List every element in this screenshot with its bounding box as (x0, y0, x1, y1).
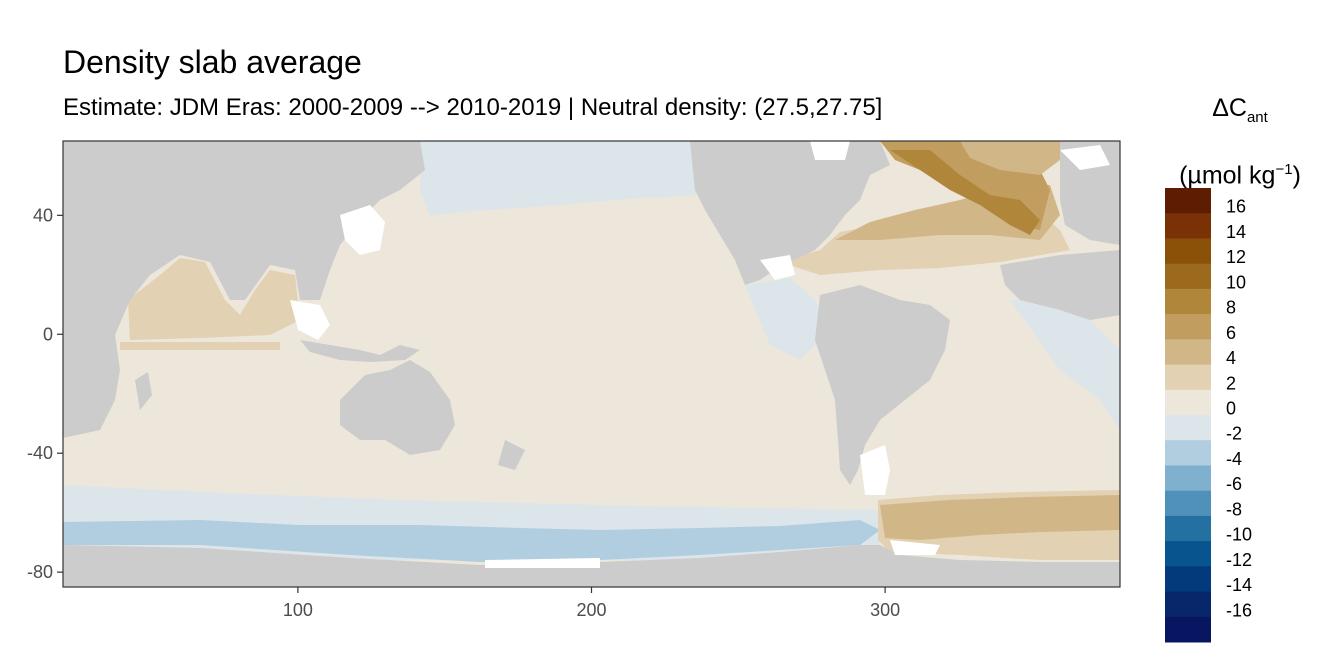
no-data-ross (485, 558, 600, 568)
legend-label: 16 (1226, 197, 1246, 217)
legend-colorbar: 16 14 12 10 8 6 4 2 0 -2 -4 -6 -8 -10 -12 -14 -16 (1165, 188, 1252, 643)
no-data (290, 141, 1110, 568)
legend-title-symbol: ΔC (1212, 94, 1247, 122)
no-data-east-asia (340, 205, 385, 255)
land-australia (340, 360, 455, 455)
legend-unit: (µmol kg (1179, 161, 1276, 190)
legend-label: -2 (1226, 424, 1242, 444)
legend-label: 10 (1226, 272, 1246, 292)
no-data-gulf (760, 255, 795, 280)
south-atlantic-core (880, 495, 1120, 540)
legend-swatch (1165, 415, 1211, 441)
legend-label: -14 (1226, 575, 1252, 595)
legend-label: 14 (1226, 222, 1246, 242)
south-atlantic-patch (1010, 300, 1120, 430)
legend-swatch (1165, 188, 1211, 214)
land-africa-west (63, 141, 425, 438)
legend-swatch (1165, 490, 1211, 517)
legend-title-subscript: ant (1246, 109, 1268, 126)
legend-swatch (1165, 213, 1211, 239)
x-tick-label: 100 (283, 600, 313, 620)
y-tick-label: 0 (43, 324, 53, 344)
legend-swatch (1165, 515, 1211, 542)
y-axis: 40 0 -40 -80 (27, 205, 63, 582)
legend-swatch (1165, 238, 1211, 265)
y-tick-label: -40 (27, 443, 53, 463)
land-madagascar (135, 372, 152, 410)
legend-label: -4 (1226, 449, 1242, 469)
legend-label: 6 (1226, 323, 1236, 343)
legend-swatch (1165, 465, 1211, 492)
no-data-arctic (1060, 145, 1110, 170)
legend-label: -6 (1226, 474, 1242, 494)
legend-label: -16 (1226, 600, 1252, 620)
no-data-maritime (290, 300, 330, 340)
legend-unit-superscript: −1 (1275, 161, 1293, 178)
legend-label: 2 (1226, 373, 1236, 393)
land-africa-east (1000, 250, 1120, 320)
legend-swatch (1165, 440, 1211, 466)
labrador-band (960, 141, 1060, 175)
legend-label: 8 (1226, 298, 1236, 318)
chart-subtitle: Estimate: JDM Eras: 2000-2009 --> 2010-2… (63, 94, 883, 121)
legend-swatch (1165, 263, 1211, 290)
no-data-hudson (810, 141, 850, 160)
legend-label: -12 (1226, 550, 1252, 570)
legend-swatch (1165, 566, 1211, 593)
north-atlantic-core (890, 150, 1040, 235)
legend-swatch (1165, 389, 1211, 416)
legend-swatch (1165, 591, 1211, 618)
chart-title: Density slab average (63, 44, 362, 80)
legend-swatch (1165, 616, 1211, 643)
legend-swatch (1165, 288, 1211, 315)
land-south-america (815, 285, 950, 485)
legend-label: 0 (1226, 399, 1236, 419)
eastern-pacific-patch (745, 278, 830, 360)
legend-swatch (1165, 541, 1211, 567)
map-panel (63, 141, 1120, 587)
x-tick-label: 300 (870, 600, 900, 620)
legend-swatch (1165, 364, 1211, 391)
legend-swatch (1165, 339, 1211, 366)
land-north-america (690, 141, 890, 285)
y-tick-label: -80 (27, 562, 53, 582)
legend-label: 4 (1226, 348, 1236, 368)
land-new-zealand (498, 440, 525, 470)
no-data-weddell-shelf (890, 540, 940, 555)
legend-unit-close: ) (1292, 161, 1301, 190)
legend-swatch (1165, 314, 1211, 340)
no-data-weddell (860, 445, 890, 495)
north-pacific-subpolar (420, 141, 700, 216)
legend-label: -8 (1226, 499, 1242, 519)
legend-label: -10 (1226, 525, 1252, 545)
land-indonesia (300, 340, 420, 362)
indian-ocean-north (128, 258, 300, 340)
southern-ocean-band (63, 520, 880, 562)
x-axis: 100 200 300 (283, 587, 900, 620)
indian-ocean-strip (120, 342, 280, 350)
land-greenland (1060, 141, 1120, 245)
x-tick-label: 200 (576, 600, 606, 620)
legend-title: ΔCant (µmol kg−1) (1160, 82, 1320, 201)
legend-label: 12 (1226, 247, 1246, 267)
y-tick-label: 40 (33, 205, 53, 225)
